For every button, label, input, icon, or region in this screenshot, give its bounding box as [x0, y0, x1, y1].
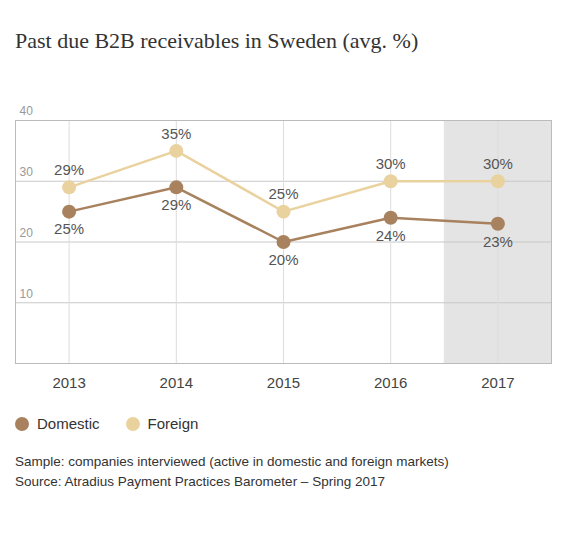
svg-text:10: 10 — [20, 287, 34, 301]
svg-text:2014: 2014 — [160, 374, 193, 391]
svg-text:35%: 35% — [161, 125, 191, 142]
svg-text:23%: 23% — [483, 233, 513, 250]
html-text:Foreign: Foreign — [147, 415, 199, 432]
svg-text:20: 20 — [20, 226, 34, 240]
svg-text:25%: 25% — [268, 185, 298, 202]
svg-text:2015: 2015 — [267, 374, 300, 391]
svg-text:2013: 2013 — [52, 374, 85, 391]
svg-text:30: 30 — [20, 165, 34, 179]
svg-text:2016: 2016 — [374, 374, 407, 391]
html-text:Source: Atradius Payment Pract: Source: Atradius Payment Practices Barom… — [15, 474, 385, 489]
svg-text:25%: 25% — [54, 220, 84, 237]
svg-text:24%: 24% — [376, 227, 406, 244]
svg-text:30%: 30% — [483, 155, 513, 172]
html-text:Domestic: Domestic — [37, 415, 100, 432]
svg-text:2017: 2017 — [481, 374, 514, 391]
html-text:Past due B2B receivables in Sw: Past due B2B receivables in Sweden (avg.… — [15, 28, 419, 53]
svg-text:29%: 29% — [161, 196, 191, 213]
html-text:Sample: companies interviewed: Sample: companies interviewed (active in… — [15, 454, 449, 469]
svg-text:20%: 20% — [268, 251, 298, 268]
svg-text:30%: 30% — [376, 155, 406, 172]
svg-text:29%: 29% — [54, 161, 84, 178]
svg-text:40: 40 — [20, 104, 34, 118]
